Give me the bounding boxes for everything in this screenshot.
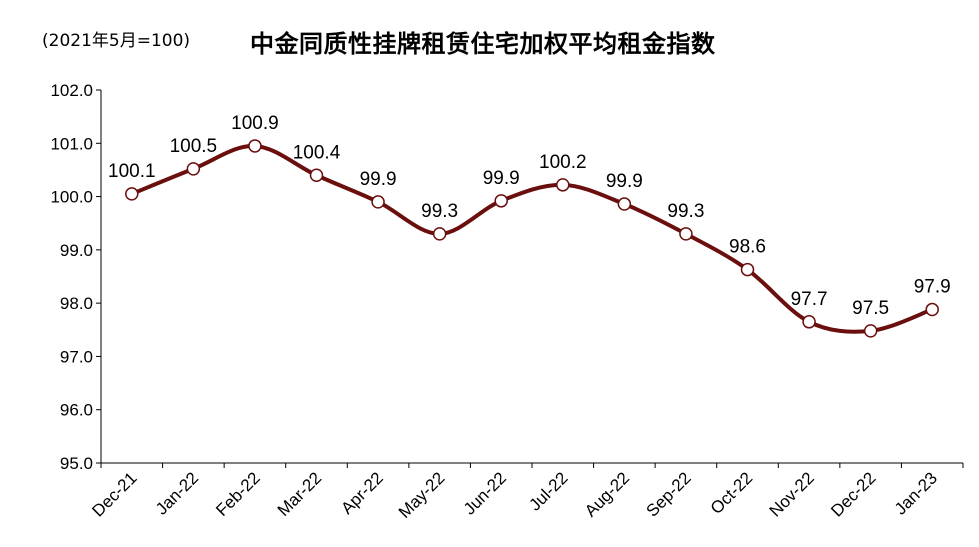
x-tick-label: Oct-22: [707, 468, 757, 518]
y-tick-label: 95.0: [60, 454, 93, 473]
data-point: [494, 194, 508, 208]
x-tick-label: May-22: [395, 468, 449, 522]
x-tick-label: Feb-22: [212, 468, 264, 520]
series-line: [129, 143, 935, 334]
x-tick-label: Jan-22: [152, 468, 202, 518]
data-label: 100.1: [108, 161, 156, 182]
data-point: [186, 162, 201, 176]
data-label: 100.4: [293, 142, 341, 163]
data-label: 97.7: [791, 289, 828, 310]
y-tick-label: 102.0: [50, 81, 93, 100]
x-tick-label: Jan-23: [891, 468, 941, 518]
y-tick-label: 100.0: [50, 188, 93, 207]
data-label: 100.5: [170, 136, 218, 157]
y-tick-label: 97.0: [60, 347, 93, 366]
data-label: 97.9: [914, 277, 951, 298]
data-point: [125, 187, 139, 201]
data-point: [740, 262, 755, 277]
data-label: 100.2: [539, 152, 587, 173]
data-point: [432, 227, 447, 241]
data-point: [925, 302, 939, 317]
data-label: 99.3: [421, 201, 458, 222]
y-tick-label: 98.0: [60, 294, 93, 313]
data-label: 100.9: [231, 113, 279, 134]
x-tick-label: Sep-22: [643, 468, 695, 520]
data-label: 98.6: [729, 237, 766, 258]
chart-subtitle: (2021年5月=100): [42, 31, 191, 51]
x-tick-label: Dec-21: [88, 468, 140, 520]
chart-title: 中金同质性挂牌租赁住宅加权平均租金指数: [250, 30, 716, 58]
data-label: 99.9: [360, 169, 397, 190]
data-label: 99.9: [483, 168, 520, 189]
x-tick-label: Apr-22: [337, 468, 387, 518]
x-tick-label: Jul-22: [525, 468, 571, 514]
data-label: 99.9: [606, 171, 643, 192]
x-tick-label: Mar-22: [274, 468, 326, 520]
data-label: 99.3: [667, 201, 704, 222]
data-point: [248, 139, 262, 153]
y-tick-label: 101.0: [50, 134, 93, 153]
data-point: [679, 227, 693, 241]
data-point: [802, 315, 816, 329]
data-label: 97.5: [852, 298, 889, 319]
data-point: [617, 197, 632, 211]
x-tick-label: Jun-22: [460, 468, 510, 518]
x-tick-label: Aug-22: [581, 468, 633, 520]
y-tick-label: 96.0: [60, 401, 93, 420]
data-point: [371, 195, 385, 209]
y-tick-label: 99.0: [60, 241, 93, 260]
data-point: [556, 178, 570, 192]
x-tick-label: Dec-22: [827, 468, 879, 520]
x-tick-label: Nov-22: [766, 468, 818, 520]
data-point: [863, 324, 878, 338]
data-point: [309, 168, 324, 183]
